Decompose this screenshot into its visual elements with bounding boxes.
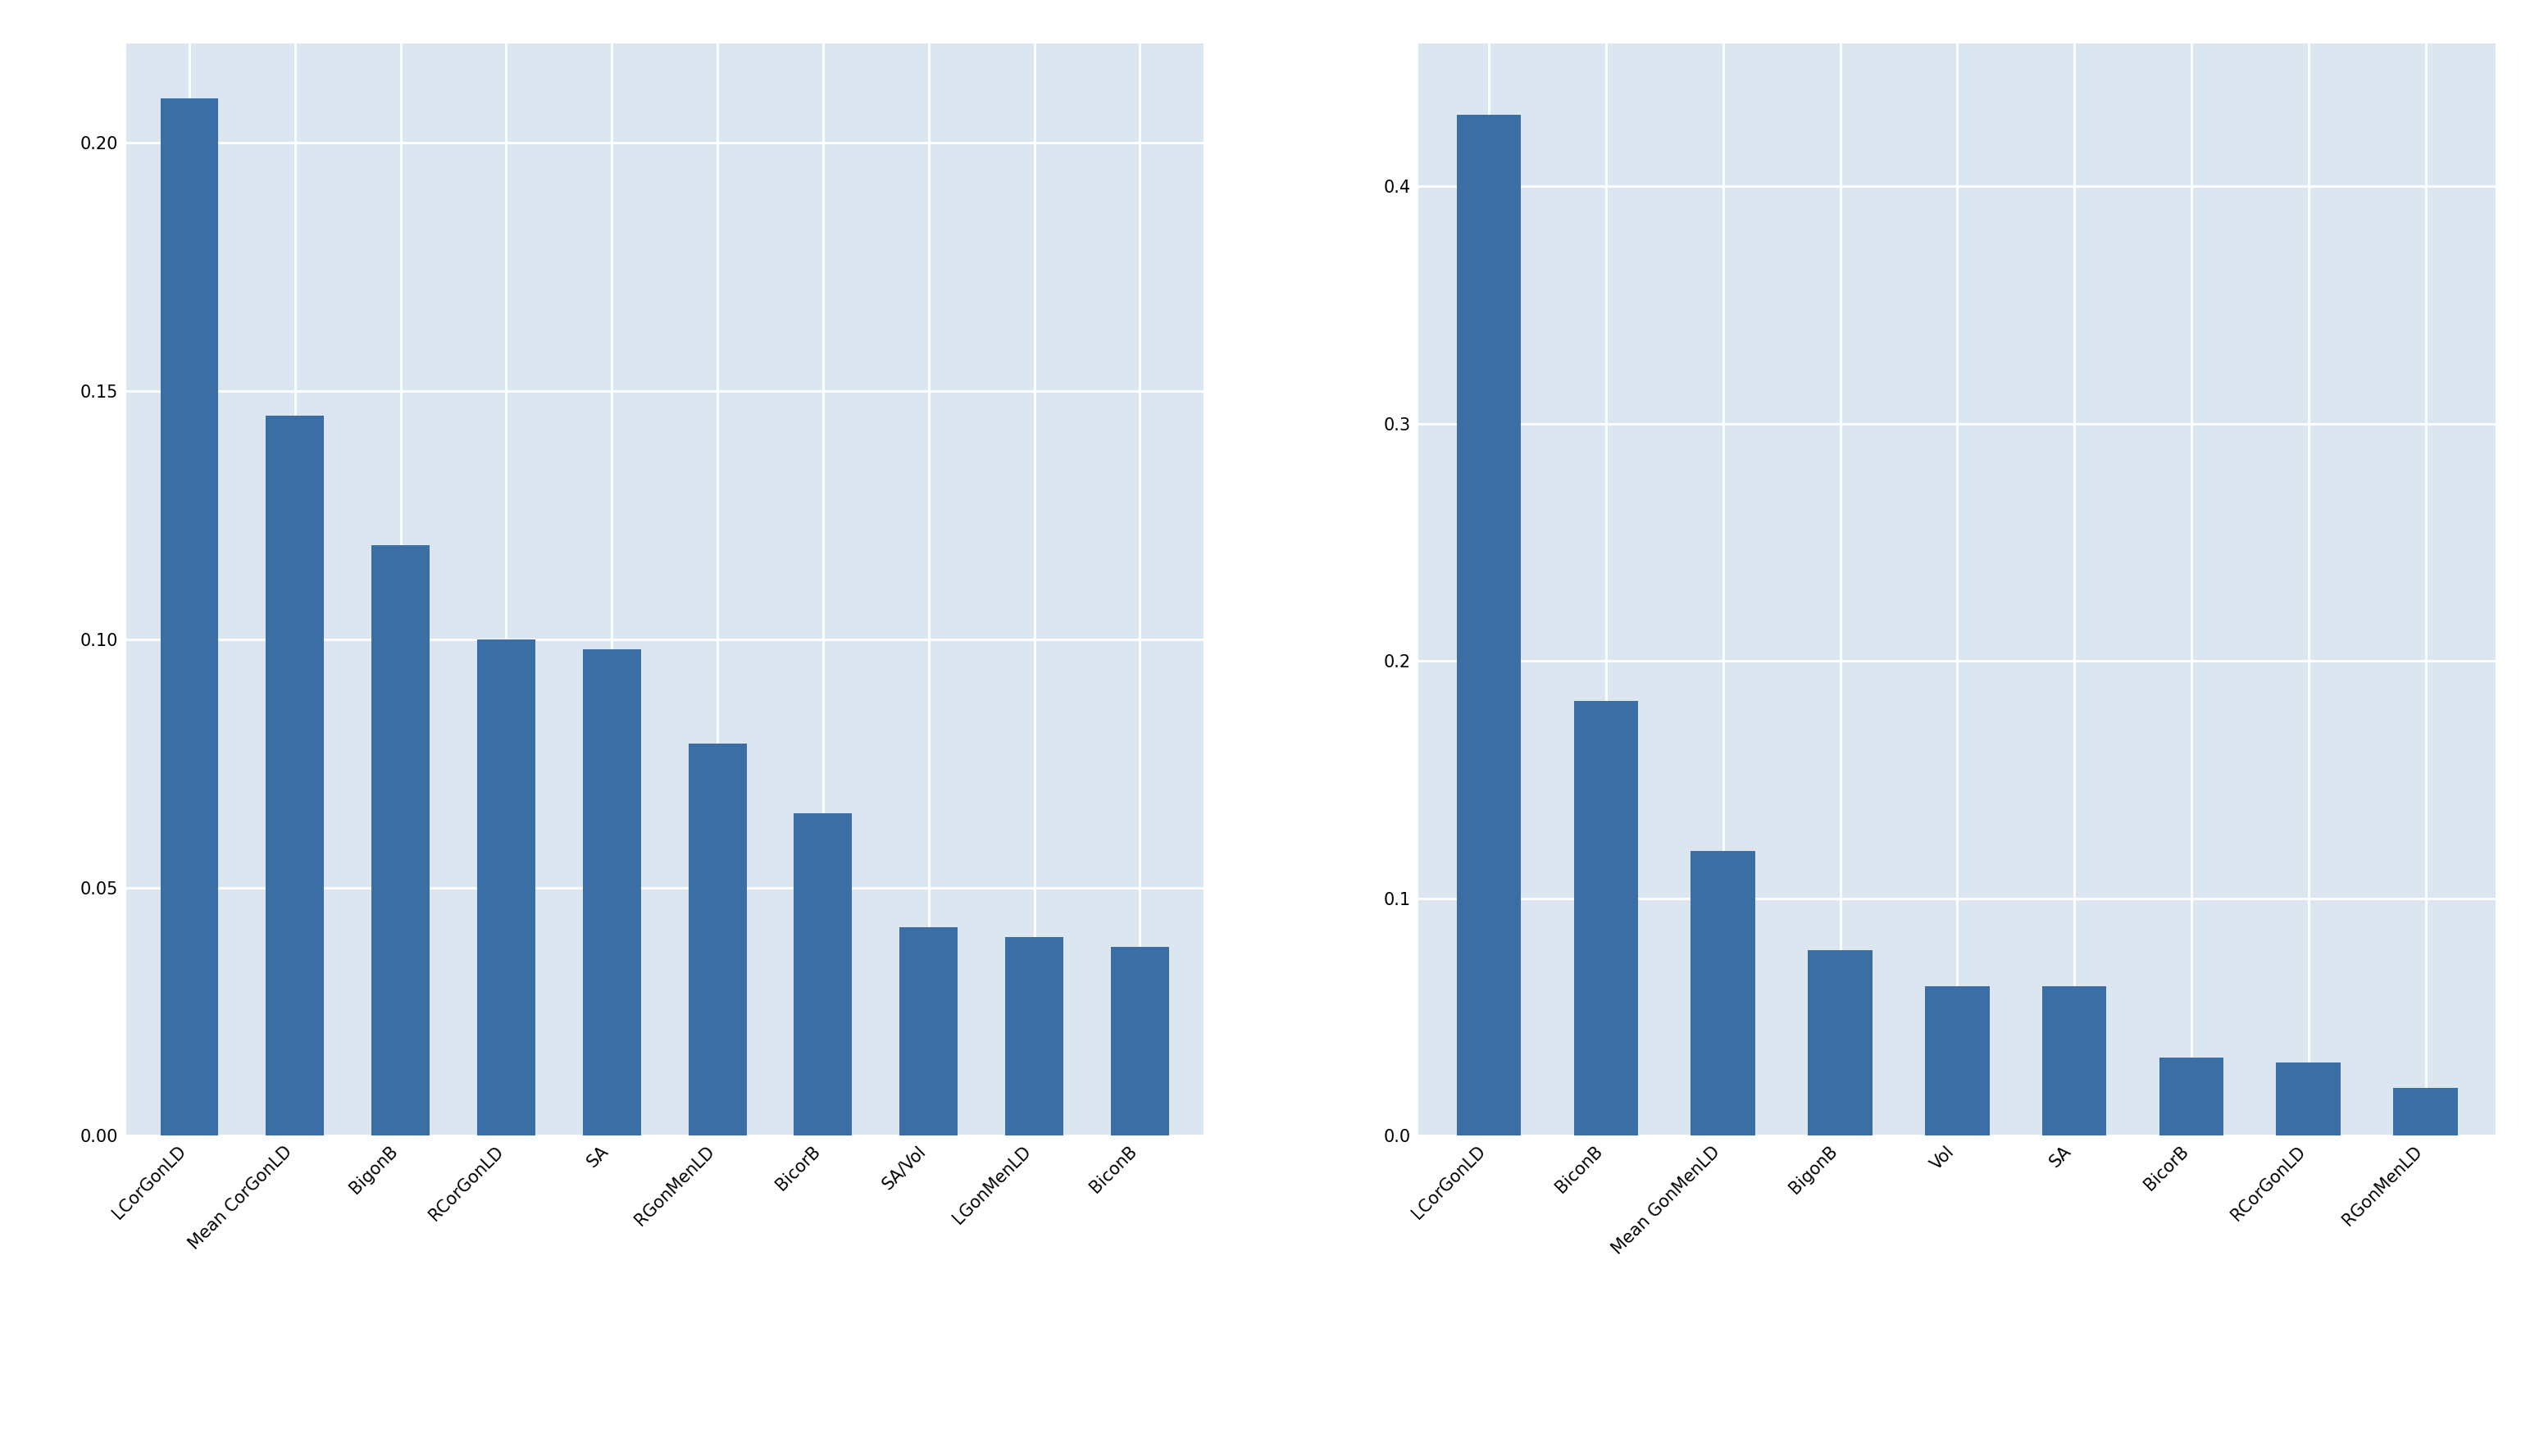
Bar: [2042, 986, 2108, 1136]
Bar: [1457, 115, 1520, 1136]
Bar: [267, 416, 325, 1136]
Bar: [1006, 938, 1064, 1136]
Bar: [1573, 702, 1639, 1136]
Bar: [582, 649, 640, 1136]
Bar: [900, 927, 958, 1136]
Bar: [2276, 1061, 2339, 1136]
Bar: [1926, 986, 1989, 1136]
Bar: [1112, 946, 1170, 1136]
Bar: [1808, 951, 1873, 1136]
Bar: [371, 545, 429, 1136]
Bar: [1692, 850, 1755, 1136]
Bar: [2158, 1057, 2224, 1136]
Bar: [161, 99, 219, 1136]
Bar: [476, 639, 534, 1136]
Bar: [2392, 1088, 2458, 1136]
Bar: [688, 744, 746, 1136]
Bar: [794, 812, 852, 1136]
